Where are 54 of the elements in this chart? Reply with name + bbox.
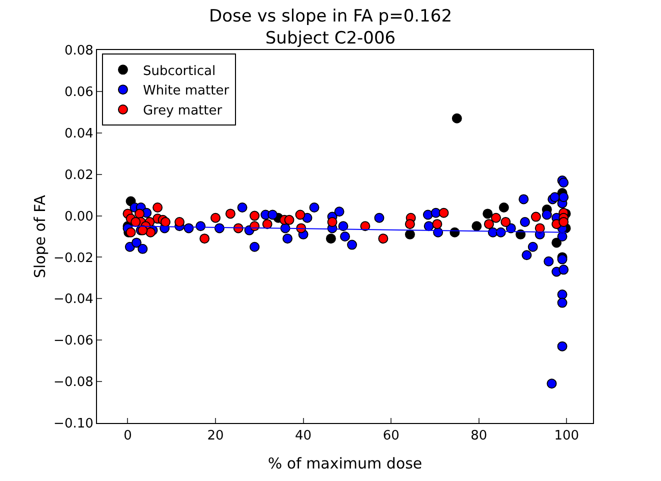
legend-label: White matter — [142, 84, 230, 99]
point — [472, 221, 482, 232]
y-tick-label: −0.06 — [54, 334, 94, 349]
y-tick-label: 0.04 — [64, 126, 94, 142]
point — [225, 208, 236, 219]
point — [530, 212, 541, 222]
point — [552, 238, 562, 248]
point — [482, 208, 493, 219]
y-tick-label: −0.04 — [54, 292, 94, 308]
point — [378, 234, 388, 244]
x-axis-title: % of maximum dose — [268, 454, 422, 473]
point — [200, 234, 210, 244]
point — [284, 214, 294, 225]
point — [438, 208, 449, 218]
y-tick-label: 0.08 — [64, 44, 94, 59]
y-tick-label: −0.02 — [54, 250, 94, 266]
y-tick-label: 0.00 — [64, 209, 94, 224]
point — [490, 212, 501, 223]
point — [360, 221, 370, 232]
point — [404, 229, 415, 240]
y-axis-title: Slope of FA — [30, 194, 49, 278]
point — [404, 219, 415, 230]
x-tick-label: 40 — [295, 428, 312, 444]
point — [174, 216, 185, 227]
x-tick-label: 100 — [554, 428, 580, 444]
point — [484, 219, 494, 230]
x-tick-label: 80 — [470, 428, 488, 444]
y-tick-label: −0.08 — [54, 375, 94, 390]
chart-title: Dose vs slope in FA p=0.162 — [208, 6, 452, 27]
y-tick-label: −0.10 — [54, 416, 94, 432]
point — [210, 212, 221, 223]
point — [327, 216, 338, 227]
legend-label: Subcortical — [142, 64, 216, 79]
y-tick-label: 0.02 — [64, 168, 94, 183]
point — [558, 216, 569, 227]
point — [432, 219, 442, 230]
legend-label: Grey matter — [142, 104, 223, 119]
x-tick-label: 20 — [207, 428, 224, 444]
point — [534, 223, 545, 234]
x-tick-label: 60 — [382, 428, 400, 444]
point — [130, 216, 141, 227]
point — [452, 113, 462, 124]
point — [500, 216, 511, 227]
y-tick-label: 0.06 — [64, 84, 94, 100]
point — [250, 210, 260, 221]
chart-subtitle: Subject C2-006 — [265, 28, 396, 49]
point — [295, 210, 306, 220]
x-tick-label: 0 — [124, 428, 132, 444]
point — [134, 208, 145, 219]
point — [498, 202, 509, 212]
point — [160, 216, 170, 227]
point — [262, 219, 272, 230]
point — [326, 234, 336, 244]
point — [152, 202, 163, 212]
